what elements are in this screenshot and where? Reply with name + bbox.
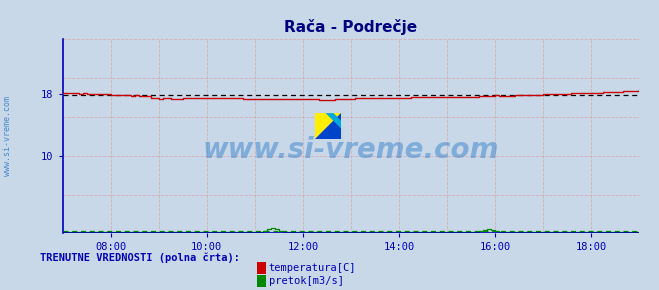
Text: pretok[m3/s]: pretok[m3/s]	[269, 276, 344, 286]
Text: www.si-vreme.com: www.si-vreme.com	[203, 136, 499, 164]
Polygon shape	[315, 113, 341, 139]
Polygon shape	[315, 113, 341, 139]
Text: www.si-vreme.com: www.si-vreme.com	[3, 96, 13, 176]
Text: TRENUTNE VREDNOSTI (polna črta):: TRENUTNE VREDNOSTI (polna črta):	[40, 252, 239, 263]
Title: Rača - Podrečje: Rača - Podrečje	[284, 19, 418, 35]
Text: temperatura[C]: temperatura[C]	[269, 263, 357, 273]
Polygon shape	[326, 113, 341, 129]
